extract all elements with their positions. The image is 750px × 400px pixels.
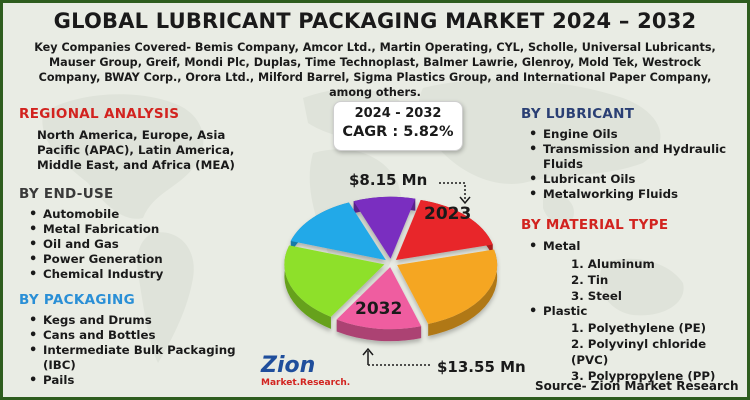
pie-chart — [284, 196, 498, 342]
pie-slice — [290, 202, 386, 261]
material-plastic-list: Plastic — [527, 304, 727, 319]
material-metal-label: Metal — [527, 239, 727, 254]
regional-analysis-text: North America, Europe, Asia Pacific (APA… — [37, 128, 235, 172]
list-item: Kegs and Drums — [27, 313, 257, 328]
material-metal-list: Metal — [527, 239, 727, 254]
list-item: Cans and Bottles — [27, 328, 257, 343]
cagr-years: 2024 - 2032 — [354, 106, 442, 121]
zion-logo: Zion Market.Research. — [261, 355, 361, 395]
pie-slice — [395, 199, 493, 261]
packaging-heading: BY PACKAGING — [19, 292, 136, 308]
list-item: 2. Polyvinyl chloride (PVC) — [571, 337, 707, 367]
end-use-list: Automobile Metal Fabrication Oil and Gas… — [27, 207, 257, 282]
start-value-arrow — [439, 182, 471, 205]
list-item: Lubricant Oils — [527, 172, 727, 187]
list-item: Chemical Industry — [27, 267, 257, 282]
start-value-label: $8.15 Mn — [349, 171, 428, 189]
end-value-arrow — [362, 347, 430, 366]
material-plastic-label: Plastic — [527, 304, 727, 319]
packaging-list: Kegs and Drums Cans and Bottles Intermed… — [27, 313, 257, 388]
logo-main-text: Zion — [261, 353, 316, 378]
list-item: 1. Polyethylene (PE) — [571, 321, 707, 335]
list-item: Power Generation — [27, 252, 257, 267]
end-value-label: $13.55 Mn — [437, 358, 526, 376]
plastic-sublist: 1. Polyethylene (PE) 2. Polyvinyl chlori… — [571, 320, 745, 384]
list-item: Transmission and Hydraulic Fluids — [527, 142, 727, 172]
end-year-label: 2032 — [355, 299, 403, 319]
pie-slice-side — [428, 249, 498, 336]
lubricant-list: Engine Oils Transmission and Hydraulic F… — [527, 127, 727, 202]
metal-sublist: 1. Aluminum 2. Tin 3. Steel — [571, 256, 741, 304]
logo-sub-text: Market.Research. — [261, 378, 351, 388]
page-title: GLOBAL LUBRICANT PACKAGING MARKET 2024 –… — [53, 9, 697, 33]
cagr-value: CAGR : 5.82% — [342, 124, 454, 140]
list-item: Engine Oils — [527, 127, 727, 142]
pie-slice — [336, 267, 422, 330]
list-item: 3. Steel — [571, 289, 622, 303]
pie-slice-side — [336, 319, 422, 342]
key-companies-text: Key Companies Covered- Bemis Company, Am… — [34, 41, 716, 99]
list-item: 3. Polypropylene (PP) — [571, 369, 716, 383]
material-type-heading: BY MATERIAL TYPE — [521, 217, 669, 233]
regional-analysis-heading: REGIONAL ANALYSIS — [19, 106, 180, 122]
pie-slice — [284, 245, 385, 317]
list-item: Metal Fabrication — [27, 222, 257, 237]
pie-slice — [397, 249, 498, 324]
list-item: Intermediate Bulk Packaging (IBC) — [27, 343, 257, 373]
cagr-box: 2024 - 2032 CAGR : 5.82% — [333, 101, 463, 151]
source-credit: Source- Zion Market Research — [535, 379, 739, 393]
start-year-label: 2023 — [424, 204, 472, 224]
list-item: Metalworking Fluids — [527, 187, 727, 202]
list-item: 2. Tin — [571, 273, 609, 287]
list-item: 1. Aluminum — [571, 257, 655, 271]
lubricant-heading: BY LUBRICANT — [521, 106, 635, 122]
pie-slice — [353, 196, 416, 259]
end-use-heading: BY END-USE — [19, 186, 114, 202]
list-item: Oil and Gas — [27, 237, 257, 252]
list-item: Automobile — [27, 207, 257, 222]
list-item: Pails — [27, 373, 257, 388]
